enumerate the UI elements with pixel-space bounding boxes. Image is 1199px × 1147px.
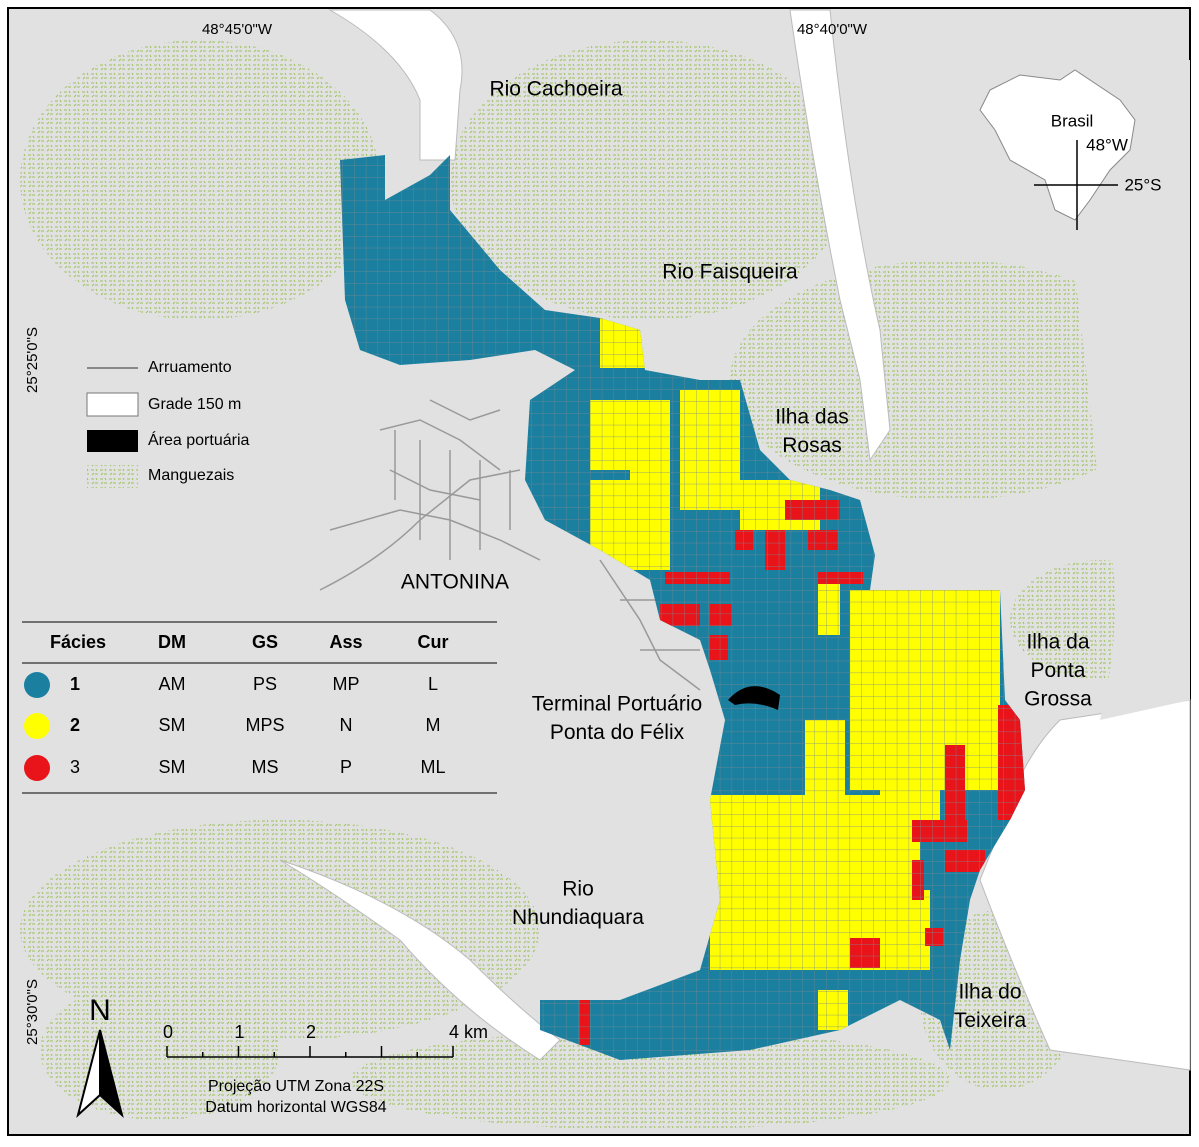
place-label: Ilha da (1026, 631, 1089, 654)
scale-label: 2 (306, 1022, 316, 1042)
table-cell: M (426, 715, 441, 735)
table-cell: MP (333, 674, 360, 694)
table-header: DM (158, 632, 186, 652)
scale-label: 1 (235, 1022, 245, 1042)
north-arrow (76, 1029, 124, 1118)
facies-swatch (24, 713, 50, 739)
coordinate-label: 48°40'0"W (797, 21, 868, 38)
facies-swatch (24, 672, 50, 698)
place-label: Rio Faisqueira (662, 261, 798, 284)
table-cell: PS (253, 674, 277, 694)
coordinate-label: 48°45'0"W (202, 21, 273, 38)
projection: Datum horizontal WGS84 (205, 1099, 387, 1116)
place-label: ANTONINA (401, 571, 509, 594)
map-legend (86, 367, 139, 488)
place-label: Ponta (1031, 659, 1086, 682)
table-header: GS (252, 632, 278, 652)
scale-label: 4 km (449, 1022, 488, 1042)
table-cell: MS (252, 757, 279, 777)
inset-label: 25°S (1124, 175, 1161, 194)
table-cell: 2 (70, 715, 80, 735)
place-label: Rio Cachoeira (489, 78, 622, 101)
table-cell: MPS (245, 715, 284, 735)
coordinate-label: 25°30'0"S (24, 979, 41, 1045)
port-area (728, 686, 780, 710)
legend-label: Manguezais (148, 467, 234, 484)
table-header: Fácies (50, 632, 106, 652)
coordinate-label: 25°25'0"S (24, 327, 41, 393)
table-cell: 3 (70, 757, 80, 777)
table-cell: P (340, 757, 352, 777)
place-label: Rio (562, 878, 594, 901)
table-header: Ass (329, 632, 362, 652)
table-cell: 1 (70, 674, 80, 694)
table-header: Cur (418, 632, 449, 652)
place-label: Ilha das (775, 406, 849, 429)
place-label: Ilha do (958, 981, 1021, 1004)
place-label: Ponta do Félix (550, 721, 685, 744)
table-cell: N (340, 715, 353, 735)
inset-label: Brasil (1051, 111, 1094, 130)
inset-map (979, 69, 1136, 230)
north-label: N (89, 994, 111, 1027)
place-label: Teixeira (954, 1009, 1027, 1032)
table-cell: SM (159, 757, 186, 777)
place-label: Terminal Portuário (532, 693, 702, 716)
place-label: Grossa (1024, 688, 1092, 711)
place-label: Rosas (782, 434, 842, 457)
facies-swatch (24, 755, 50, 781)
place-label: Nhundiaquara (512, 906, 644, 929)
scale-label: 0 (163, 1022, 173, 1042)
roads (319, 399, 701, 691)
table-cell: ML (420, 757, 445, 777)
legend-label: Grade 150 m (148, 396, 241, 413)
water (279, 9, 1191, 1071)
table-cell: AM (159, 674, 186, 694)
table-cell: SM (159, 715, 186, 735)
inset-label: 48°W (1086, 135, 1128, 154)
facies-table (22, 621, 497, 794)
legend-label: Arruamento (148, 359, 232, 376)
legend-label: Área portuária (148, 430, 249, 449)
table-cell: L (428, 674, 438, 694)
projection: Projeção UTM Zona 22S (208, 1078, 384, 1095)
